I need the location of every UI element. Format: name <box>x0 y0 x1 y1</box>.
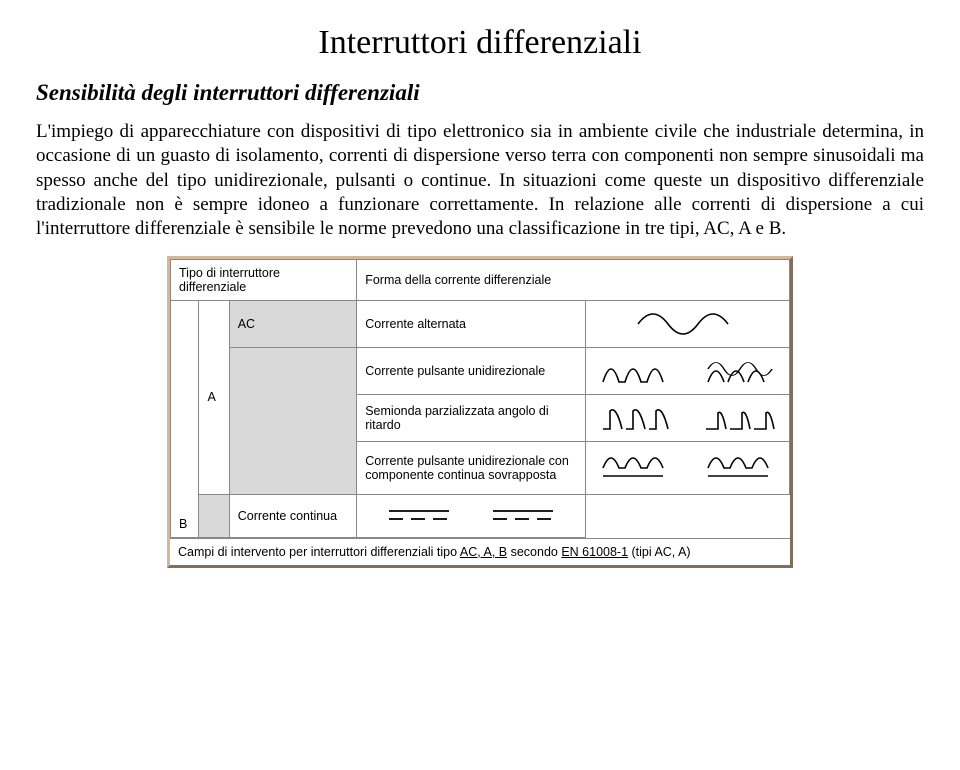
row-desc: Corrente pulsante unidirezionale con com… <box>357 441 586 494</box>
row-waveform <box>586 347 790 394</box>
caption-suffix: (tipi AC, A) <box>628 545 691 559</box>
classification-table: Tipo di interruttore differenziale Forma… <box>170 259 790 538</box>
body-paragraph: L'impiego di apparecchiature con disposi… <box>36 120 924 242</box>
row-desc: Semionda parzializzata angolo di ritardo <box>357 394 586 441</box>
row-desc: Corrente alternata <box>357 300 586 347</box>
table-row: B A AC Corrente alternata <box>171 300 790 347</box>
classification-figure: Tipo di interruttore differenziale Forma… <box>167 256 793 568</box>
table-row: Corrente pulsante unidirezionale <box>171 347 790 394</box>
figure-caption: Campi di intervento per interruttori dif… <box>170 538 790 565</box>
type-cell-AC: AC <box>229 300 357 347</box>
page-title: Interruttori differenziali <box>36 24 924 62</box>
caption-mid: secondo <box>507 545 561 559</box>
row-waveform <box>357 494 586 537</box>
section-subtitle: Sensibilità degli interruttori differenz… <box>36 80 924 106</box>
row-waveform <box>586 441 790 494</box>
sine-wave-icon <box>628 307 748 341</box>
row-desc: Corrente continua <box>229 494 357 537</box>
header-waveform: Forma della corrente differenziale <box>357 259 790 300</box>
table-row: Corrente continua <box>171 494 790 537</box>
dc-line-icon <box>381 501 561 531</box>
type-cell-B-span <box>199 494 229 537</box>
type-cell-B: B <box>171 300 199 537</box>
row-desc: Corrente pulsante unidirezionale <box>357 347 586 394</box>
type-cell-A: A <box>199 300 229 494</box>
row-waveform <box>586 394 790 441</box>
row-waveform <box>586 300 790 347</box>
caption-prefix: Campi di intervento per interruttori dif… <box>178 545 460 559</box>
half-wave-icon <box>598 354 778 388</box>
caption-types: AC, A, B <box>460 545 507 559</box>
caption-std: EN 61008-1 <box>561 545 628 559</box>
phase-cut-icon <box>598 401 778 435</box>
half-wave-dc-icon <box>598 448 778 488</box>
type-cell-A-span <box>229 347 357 494</box>
figure-container: Tipo di interruttore differenziale Forma… <box>36 256 924 568</box>
header-type: Tipo di interruttore differenziale <box>171 259 357 300</box>
table-header-row: Tipo di interruttore differenziale Forma… <box>171 259 790 300</box>
